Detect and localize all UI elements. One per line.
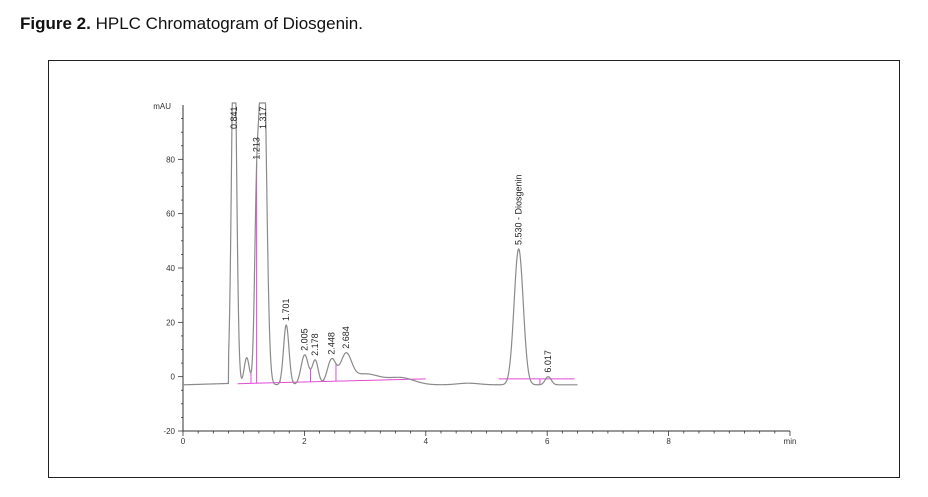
y-tick-label: 60 xyxy=(166,210,175,219)
peak-label: 2.684 xyxy=(341,326,351,349)
chromatogram-trace xyxy=(182,102,578,386)
figure-label: Figure 2. xyxy=(20,14,91,33)
x-tick-label: 0 xyxy=(181,437,186,446)
peak-label: 1.701 xyxy=(281,299,291,322)
axes-group: -20 0 20 40 60 80 mAU 0 2 4 6 8 min xyxy=(153,102,796,446)
x-tick-label: 8 xyxy=(666,437,671,446)
peak-label: 1.317 xyxy=(258,106,268,129)
y-tick-label: 40 xyxy=(166,264,175,273)
x-tick-label: 4 xyxy=(424,437,429,446)
y-tick-label: 20 xyxy=(166,318,175,327)
peak-label: 2.005 xyxy=(300,328,310,351)
integration-baseline xyxy=(237,378,426,385)
figure-title: HPLC Chromatogram of Diosgenin. xyxy=(95,14,363,33)
peak-label: 2.448 xyxy=(327,332,337,355)
peak-label: 2.178 xyxy=(310,333,320,356)
peak-labels-group: 0.841 1.213 1.317 1.701 2.005 2.178 2.448 2.684… xyxy=(229,106,553,372)
x-axis-label: min xyxy=(784,437,797,446)
chart-frame xyxy=(48,60,900,478)
y-axis-label: mAU xyxy=(153,102,171,111)
peak-label: 6.017 xyxy=(543,350,553,373)
peak-label: 5.530 - Diosgenin xyxy=(514,174,524,245)
figure-caption: Figure 2. HPLC Chromatogram of Diosgenin… xyxy=(20,14,363,34)
y-tick-label: 0 xyxy=(171,373,176,382)
baseline-group xyxy=(237,163,575,385)
peak-label: 1.213 xyxy=(252,137,262,160)
x-tick-label: 6 xyxy=(545,437,550,446)
peak-label: 0.841 xyxy=(229,106,239,129)
x-tick-label: 2 xyxy=(302,437,307,446)
y-tick-label: -20 xyxy=(163,427,175,436)
y-tick-label: 80 xyxy=(166,155,175,164)
